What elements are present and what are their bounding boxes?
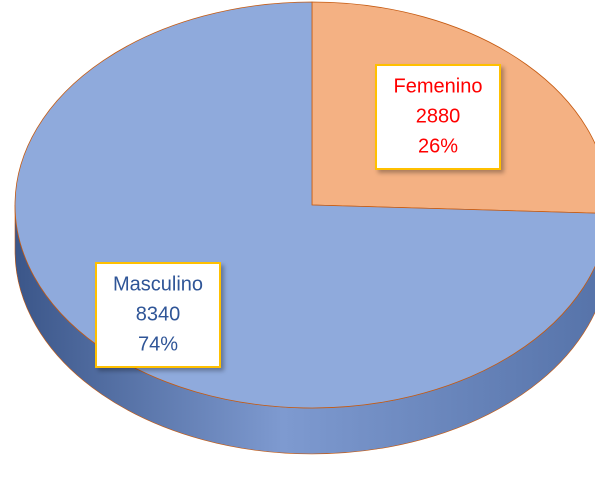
data-label-box (95, 262, 221, 368)
data-label-percent: 26% (418, 135, 458, 157)
data-label-value: 2880 (416, 105, 461, 127)
data-label-name: Masculino (113, 273, 203, 295)
data-label-percent: 74% (138, 333, 178, 355)
data-label-name: Femenino (394, 75, 483, 97)
data-label-value: 8340 (136, 303, 181, 325)
data-label-box (375, 64, 501, 170)
